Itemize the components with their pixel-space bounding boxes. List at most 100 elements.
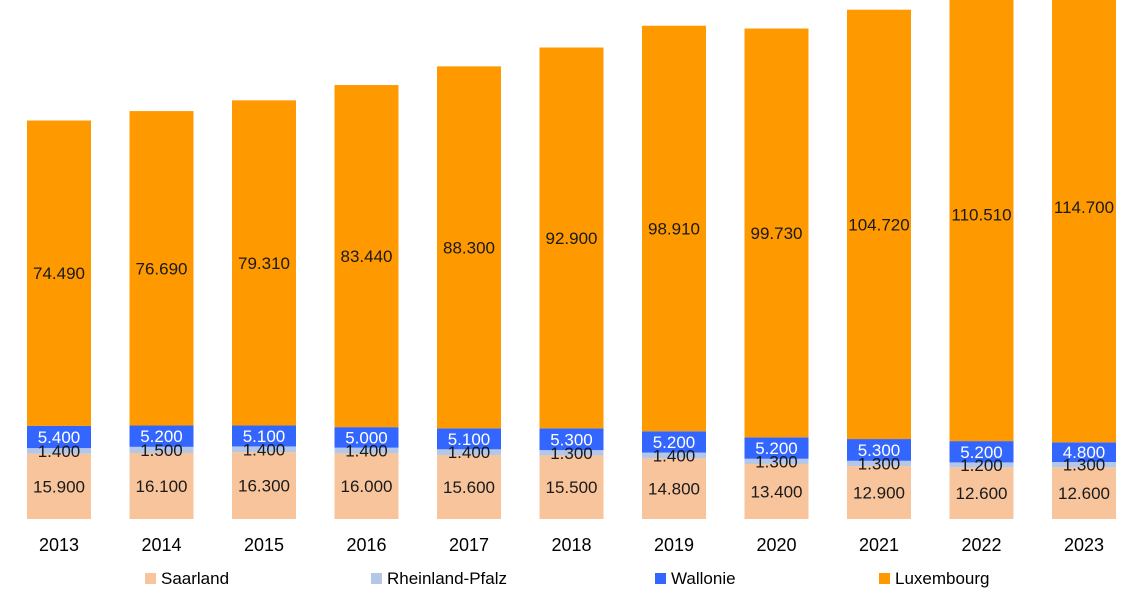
- bar-segment-saarland-2023: [1052, 467, 1116, 519]
- value-label-wallonie-2021: 5.300: [858, 441, 901, 460]
- bar-segment-luxembourg-2014: [129, 111, 194, 426]
- bar-segment-luxembourg-2015: [232, 100, 296, 426]
- bar-segment-rheinland-pfalz-2016: [334, 447, 399, 454]
- value-label-luxembourg-2016: 83.440: [341, 247, 393, 266]
- x-tick-label-2021: 2021: [859, 535, 899, 555]
- bar-segment-rheinland-pfalz-2013: [27, 448, 91, 454]
- bar-segment-saarland-2015: [232, 452, 296, 519]
- value-label-rheinland-pfalz-2021: 1.300: [858, 454, 901, 473]
- bar-segment-wallonie-2023: [1052, 442, 1116, 463]
- value-label-wallonie-2016: 5.000: [345, 428, 388, 447]
- x-tick-label-2020: 2020: [756, 535, 796, 555]
- bar-segment-wallonie-2015: [232, 425, 296, 447]
- x-tick-label-2019: 2019: [654, 535, 694, 555]
- bar-segment-wallonie-2013: [27, 425, 91, 449]
- value-label-luxembourg-2017: 88.300: [443, 238, 495, 257]
- bar-segment-luxembourg-2013: [27, 120, 91, 426]
- bar-segment-luxembourg-2021: [847, 9, 911, 440]
- bar-segment-rheinland-pfalz-2022: [949, 462, 1014, 468]
- value-label-luxembourg-2020: 99.730: [751, 224, 803, 243]
- value-label-wallonie-2019: 5.200: [653, 433, 696, 452]
- bar-segment-rheinland-pfalz-2023: [1052, 462, 1116, 468]
- x-tick-label-2013: 2013: [39, 535, 79, 555]
- bar-segment-wallonie-2014: [129, 425, 194, 447]
- value-label-saarland-2014: 16.100: [136, 477, 188, 496]
- legend-label-luxembourg: Luxembourg: [895, 569, 990, 588]
- value-label-saarland-2016: 16.000: [341, 477, 393, 496]
- value-label-saarland-2020: 13.400: [751, 483, 803, 502]
- legend-swatch-rheinland-pfalz: [371, 573, 382, 584]
- bar-segment-wallonie-2019: [642, 431, 706, 453]
- value-label-wallonie-2018: 5.300: [550, 430, 593, 449]
- x-tick-label-2018: 2018: [551, 535, 591, 555]
- bar-segment-luxembourg-2018: [539, 47, 604, 429]
- bars-layer: [27, 0, 1116, 519]
- value-label-wallonie-2013: 5.400: [38, 428, 81, 447]
- value-label-wallonie-2020: 5.200: [755, 439, 798, 458]
- value-label-wallonie-2017: 5.100: [448, 430, 491, 449]
- value-label-wallonie-2014: 5.200: [140, 427, 183, 446]
- bar-segment-rheinland-pfalz-2015: [232, 446, 296, 453]
- bar-segment-saarland-2018: [539, 455, 604, 519]
- legend-item-saarland: Saarland: [145, 569, 229, 588]
- bar-segment-rheinland-pfalz-2019: [642, 452, 706, 459]
- value-label-rheinland-pfalz-2020: 1.300: [755, 452, 798, 471]
- legend-label-rheinland-pfalz: Rheinland-Pfalz: [387, 569, 507, 588]
- bar-segment-rheinland-pfalz-2020: [744, 458, 809, 465]
- legend-swatch-wallonie: [655, 573, 666, 584]
- value-label-saarland-2019: 14.800: [648, 480, 700, 499]
- bar-segment-luxembourg-2022: [949, 0, 1014, 442]
- bar-segment-saarland-2022: [949, 467, 1014, 519]
- bar-segment-saarland-2020: [744, 464, 809, 519]
- legend-item-rheinland-pfalz: Rheinland-Pfalz: [371, 569, 507, 588]
- value-label-luxembourg-2015: 79.310: [238, 254, 290, 273]
- bar-segment-rheinland-pfalz-2017: [437, 449, 501, 456]
- legend-swatch-luxembourg: [879, 573, 890, 584]
- value-label-rheinland-pfalz-2014: 1.500: [140, 441, 183, 460]
- x-tick-label-2015: 2015: [244, 535, 284, 555]
- bar-segment-saarland-2019: [642, 458, 706, 519]
- x-axis-labels: 2013 2014 2015 2016 2017 2018 2019 2020 2021 2022…: [39, 535, 1104, 555]
- legend: Saarland Rheinland-Pfalz Wallonie Luxembour…: [145, 569, 990, 588]
- bar-segment-wallonie-2018: [539, 428, 604, 451]
- value-label-rheinland-pfalz-2017: 1.400: [448, 443, 491, 462]
- value-label-luxembourg-2022: 110.510: [951, 206, 1011, 225]
- x-tick-label-2023: 2023: [1064, 535, 1104, 555]
- x-tick-label-2017: 2017: [449, 535, 489, 555]
- x-tick-label-2014: 2014: [141, 535, 181, 555]
- value-label-saarland-2021: 12.900: [853, 484, 905, 503]
- bar-segment-luxembourg-2016: [334, 85, 399, 428]
- value-label-luxembourg-2014: 76.690: [136, 259, 188, 278]
- value-label-luxembourg-2018: 92.900: [546, 229, 598, 248]
- value-label-rheinland-pfalz-2023: 1.300: [1063, 456, 1106, 475]
- value-label-rheinland-pfalz-2018: 1.300: [550, 444, 593, 463]
- bar-segment-rheinland-pfalz-2021: [847, 460, 911, 467]
- bar-segment-saarland-2013: [27, 453, 91, 519]
- legend-label-wallonie: Wallonie: [671, 569, 736, 588]
- value-label-rheinland-pfalz-2013: 1.400: [38, 442, 81, 461]
- x-tick-label-2016: 2016: [346, 535, 386, 555]
- value-label-rheinland-pfalz-2015: 1.400: [243, 440, 286, 459]
- value-label-saarland-2023: 12.600: [1058, 484, 1110, 503]
- bar-segment-saarland-2014: [129, 452, 194, 519]
- bar-segment-saarland-2021: [847, 466, 911, 519]
- value-label-saarland-2018: 15.500: [546, 478, 598, 497]
- value-label-luxembourg-2023: 114.700: [1054, 198, 1114, 217]
- value-label-saarland-2017: 15.600: [443, 478, 495, 497]
- legend-label-saarland: Saarland: [161, 569, 229, 588]
- value-label-saarland-2013: 15.900: [33, 477, 85, 496]
- value-label-rheinland-pfalz-2016: 1.400: [345, 442, 388, 461]
- value-label-saarland-2015: 16.300: [238, 477, 290, 496]
- bar-segment-luxembourg-2020: [744, 28, 809, 438]
- x-tick-label-2022: 2022: [961, 535, 1001, 555]
- bar-segment-wallonie-2016: [334, 427, 399, 448]
- value-label-luxembourg-2013: 74.490: [33, 264, 85, 283]
- value-label-saarland-2022: 12.600: [956, 484, 1008, 503]
- value-label-rheinland-pfalz-2019: 1.400: [653, 446, 696, 465]
- bar-segment-luxembourg-2017: [437, 66, 501, 429]
- bar-segment-wallonie-2022: [949, 441, 1014, 463]
- bar-segment-saarland-2017: [437, 455, 501, 519]
- value-label-luxembourg-2021: 104.720: [848, 215, 909, 234]
- value-label-wallonie-2022: 5.200: [960, 443, 1003, 462]
